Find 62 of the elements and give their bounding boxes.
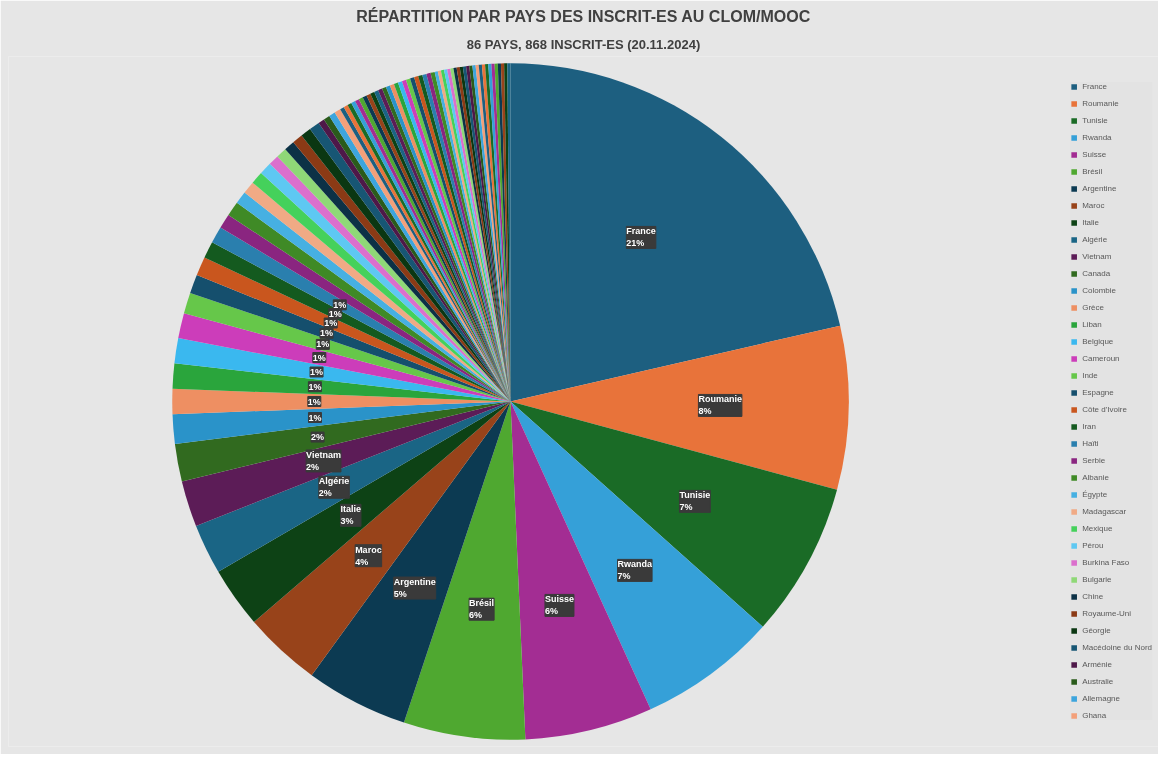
legend-label: Argentine [1082,184,1117,193]
legend-label: Chine [1082,592,1104,601]
data-label: 1% [333,299,347,310]
legend-label: Algérie [1082,235,1108,244]
legend-label: Madagascar [1082,507,1127,516]
legend-label: Égypte [1082,490,1108,499]
legend-label: Suisse [1082,150,1107,159]
legend-label: Allemagne [1082,694,1120,703]
legend-label: Arménie [1082,660,1112,669]
data-label: 1% [328,308,342,319]
data-label: 1% [310,367,324,378]
legend-label: Albanie [1082,473,1109,482]
data-label: Tunisie 7% [679,490,711,513]
data-label: 1% [308,412,322,423]
legend-label: Grèce [1082,303,1104,312]
data-label: 1% [307,396,321,407]
legend-label: Côte d'Ivoire [1082,405,1127,414]
data-label: 1% [308,381,322,392]
data-label: Suisse 6% [544,594,574,617]
legend-label: Géorgie [1082,626,1111,635]
legend-label: Colombie [1082,286,1116,295]
data-label: Rwanda 7% [617,559,654,582]
legend-label: Haïti [1082,439,1100,448]
legend-label: Liban [1082,320,1103,329]
data-label: Algérie 2% [318,476,350,499]
chart-title: RÉPARTITION PAR PAYS DES INSCRIT-ES AU CLOM/MOOC [356,6,811,25]
legend-label: Roumanie [1082,99,1119,108]
data-label: Roumanie 8% [698,394,742,417]
legend-label: Macédoine du Nord [1082,643,1152,652]
legend-label: Belgique [1082,337,1114,346]
legend-label: Maroc [1082,201,1105,210]
legend-label: Australie [1082,677,1114,686]
legend-label: Rwanda [1082,133,1112,142]
data-label: Vietnam 2% [306,449,341,472]
legend-label: Vietnam [1082,252,1112,261]
legend-label: France [1082,82,1108,91]
legend-label: Espagne [1082,388,1114,397]
legend-label: Mexique [1082,524,1113,533]
legend-label: Royaume-Uni [1082,609,1132,618]
data-label: Maroc 4% [355,544,382,567]
chart-subtitle: 86 PAYS, 868 INSCRIT-ES (20.11.2024) [466,36,701,52]
data-label: France 21% [626,226,656,249]
data-label: 2% [311,432,325,443]
legend-label: Burkina Faso [1082,558,1130,567]
legend-label: Brésil [1082,167,1103,176]
legend-label: Canada [1082,269,1111,278]
legend-label: Italie [1082,218,1101,227]
data-label: Argentine 5% [393,577,436,600]
data-label: 1% [320,328,334,339]
data-label: 1% [324,318,338,329]
legend-label: Ghana [1082,711,1107,720]
legend-label: Tunisie [1082,116,1108,125]
legend-label: Cameroun [1082,354,1120,363]
data-label: 1% [312,352,326,363]
legend-label: Pérou [1082,541,1104,550]
legend-label: Iran [1082,422,1097,431]
data-label: 1% [316,339,330,350]
legend-label: Bulgarie [1082,575,1112,584]
data-label: Italie 3% [340,504,361,527]
data-label: Brésil 6% [469,598,495,621]
legend-label: Inde [1082,371,1099,380]
legend-label: Serbie [1082,456,1106,465]
